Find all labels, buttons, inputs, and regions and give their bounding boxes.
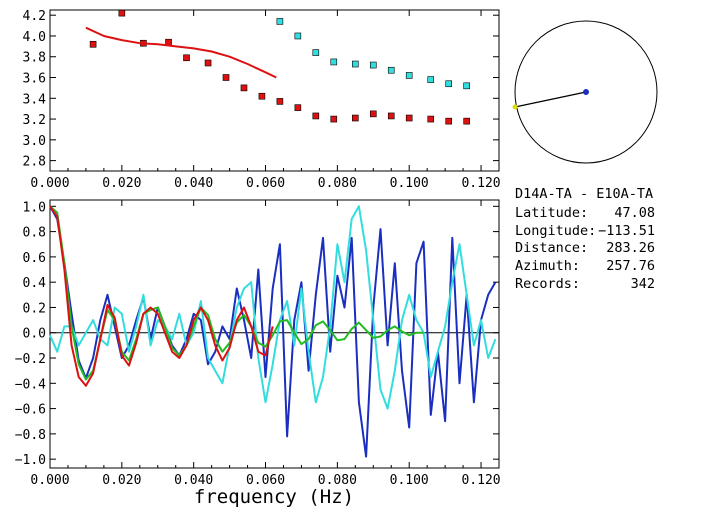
series-line [49,205,497,410]
data-point [445,117,453,125]
longitude-label: Longitude: [515,223,596,239]
station-map [512,20,658,164]
x-tick-label: 0.100 [390,473,429,488]
data-point [387,66,395,74]
x-tick-label: 0.060 [246,176,285,191]
x-tick-label: 0.000 [30,473,69,488]
station-pair-title: D14A-TA - E10A-TA [515,186,653,202]
x-tick-label: 0.080 [318,473,357,488]
info-panel: D14A-TA - E10A-TA Latitude: 47.08 Longit… [515,186,655,292]
distance-value: 283.26 [606,240,655,256]
series-line [85,26,277,79]
y-tick-label: −0.8 [15,428,46,443]
y-tick-label: −0.4 [15,377,46,392]
y-tick-label: 0.8 [23,226,46,241]
data-point [294,104,302,111]
y-tick-label: 0.4 [23,276,47,291]
data-point [445,80,453,88]
y-tick-label: 0.2 [23,301,46,316]
data-point [463,117,470,125]
distance-label: Distance: [515,240,588,256]
x-tick-label: 0.000 [30,176,69,191]
y-tick-label: 0.0 [23,327,46,342]
x-tick-label: 0.100 [390,176,429,191]
data-point [330,58,338,66]
y-tick-label: 0.6 [23,251,46,266]
data-point [204,59,212,67]
data-point [427,115,435,123]
data-point [89,40,97,48]
y-tick-label: 3.0 [23,134,46,149]
series-line [49,205,274,387]
dispersion-panel: 0.000 0.020 0.040 0.060 0.080 0.100 0.120 2.8 3.… [23,9,501,191]
x-tick-label: 0.120 [461,473,500,488]
azimuth-value: 257.76 [606,258,655,274]
data-point [165,38,172,46]
data-point [405,114,413,122]
y-tick-label: 4.2 [23,9,46,24]
y-tick-label: 3.2 [23,113,46,128]
y-tick-label: −1.0 [15,453,46,468]
x-tick-label: 0.060 [246,473,285,488]
station-b-marker [512,104,518,110]
data-point [276,18,284,25]
y-tick-label: −0.6 [15,403,46,418]
x-tick-label: 0.080 [318,176,357,191]
y-tick-label: 3.8 [23,51,46,66]
records-label: Records: [515,276,580,292]
data-point [183,54,190,62]
data-point [222,74,230,81]
station-a-marker [583,89,589,95]
y-tick-label: 2.8 [23,155,46,170]
data-point [118,9,126,17]
data-point [369,110,377,118]
data-point [427,76,435,83]
data-point [276,98,284,105]
data-point [258,92,266,100]
data-point [294,32,302,40]
dispersion-frame [49,9,500,172]
data-point [369,61,377,69]
y-tick-label: 4.0 [23,30,46,45]
y-tick-label: 1.0 [23,200,46,215]
data-point [352,60,359,68]
correlation-frame [49,199,500,469]
data-point [405,72,413,79]
x-tick-label: 0.040 [174,473,213,488]
longitude-value: −113.51 [598,223,655,239]
y-tick-label: −0.2 [15,352,46,367]
x-tick-label: 0.040 [174,176,213,191]
y-tick-label: 3.4 [23,92,47,107]
data-point [312,49,320,56]
data-point [240,84,248,92]
y-tick-label: 3.6 [23,72,46,87]
records-value: 342 [631,276,655,292]
latitude-value: 47.08 [614,205,655,221]
x-axis-label: frequency (Hz) [194,486,354,508]
correlation-panel: 0.000 0.020 0.040 0.060 0.080 0.100 0.120 1.0 0.… [15,199,501,508]
data-point [387,112,395,120]
x-tick-label: 0.020 [102,176,141,191]
x-tick-label: 0.120 [461,176,500,191]
azimuth-label: Azimuth: [515,258,580,274]
data-point [330,115,338,123]
latitude-label: Latitude: [515,205,588,221]
map-circle [514,20,658,164]
data-point [312,112,320,120]
path-line [514,91,587,108]
x-tick-label: 0.020 [102,473,141,488]
data-point [352,114,359,122]
data-point [463,82,470,90]
